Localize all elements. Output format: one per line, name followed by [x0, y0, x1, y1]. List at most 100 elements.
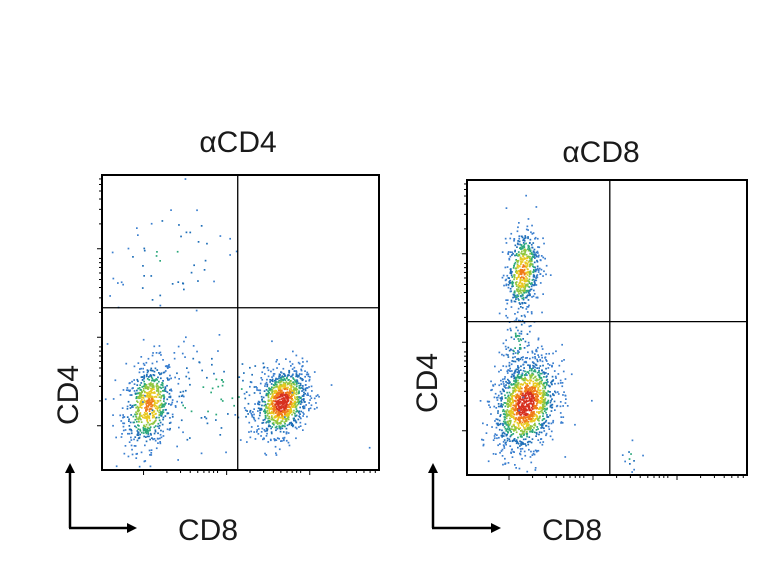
event-dot: [525, 253, 528, 256]
event-dot: [257, 410, 259, 412]
event-dot: [310, 385, 313, 388]
event-dot: [559, 412, 562, 414]
event-dot: [560, 422, 562, 424]
event-dot: [143, 275, 145, 277]
event-dot: [145, 440, 148, 443]
event-dot: [528, 291, 530, 294]
event-dot: [127, 389, 129, 392]
event-dot: [523, 246, 526, 248]
event-dot: [276, 401, 279, 404]
event-dot: [277, 399, 280, 402]
event-dot: [267, 396, 270, 399]
event-dot: [297, 418, 300, 421]
event-dot: [514, 332, 517, 335]
event-dot: [524, 285, 527, 288]
event-dot: [285, 392, 287, 394]
event-dot: [166, 398, 169, 401]
event-dot: [169, 421, 172, 424]
event-dot: [530, 397, 533, 400]
event-dot: [139, 417, 141, 420]
event-dot: [504, 422, 507, 425]
event-dot: [185, 336, 187, 339]
event-dot: [515, 404, 518, 407]
event-dot: [524, 428, 527, 431]
event-dot: [267, 425, 270, 428]
event-dot: [527, 392, 530, 394]
event-dot: [524, 454, 527, 457]
event-dot: [519, 243, 521, 246]
event-dot: [532, 295, 535, 298]
event-dot: [508, 424, 511, 426]
event-dot: [536, 274, 539, 276]
event-dot: [562, 370, 565, 373]
event-dot: [521, 409, 524, 411]
event-dot: [540, 345, 543, 348]
event-dot: [532, 271, 534, 273]
event-dot: [523, 409, 526, 412]
event-dot: [523, 292, 526, 294]
event-dot: [279, 430, 282, 433]
event-dot: [521, 235, 523, 238]
event-dot: [541, 379, 543, 381]
event-dot: [211, 387, 214, 390]
event-dot: [504, 410, 506, 413]
event-dot: [542, 422, 545, 425]
event-dot: [269, 381, 271, 383]
event-dot: [287, 396, 289, 399]
event-dot: [525, 431, 528, 433]
event-dot: [531, 425, 534, 428]
event-dot: [137, 362, 140, 364]
event-dot: [271, 426, 274, 428]
event-dot: [119, 414, 122, 417]
event-dot: [515, 406, 517, 408]
event-dot: [533, 420, 535, 422]
event-dot: [534, 237, 536, 240]
event-dot: [497, 410, 499, 412]
event-dot: [157, 390, 160, 393]
event-dot: [516, 371, 519, 373]
event-dot: [310, 404, 313, 407]
event-dot: [524, 390, 527, 393]
event-dot: [159, 373, 161, 376]
event-dot: [281, 413, 283, 416]
event-dot: [524, 249, 527, 252]
event-dot: [278, 389, 280, 392]
event-dot: [148, 383, 151, 386]
event-dot: [522, 411, 525, 414]
event-dot: [534, 387, 536, 389]
event-dot: [525, 408, 527, 410]
event-dot: [545, 372, 547, 374]
event-dot: [519, 411, 522, 414]
event-dot: [534, 282, 536, 285]
event-dot: [539, 380, 541, 383]
event-dot: [279, 416, 282, 419]
event-dot: [517, 409, 519, 412]
event-dot: [510, 363, 513, 366]
event-dot: [146, 415, 148, 418]
event-dot: [522, 239, 524, 242]
event-dot: [157, 387, 160, 390]
event-dot: [523, 253, 526, 256]
event-dot: [565, 398, 567, 400]
event-dot: [519, 386, 522, 388]
event-dot: [529, 389, 531, 391]
event-dot: [535, 279, 538, 282]
event-dot: [104, 398, 107, 401]
event-dot: [513, 451, 515, 453]
event-dot: [554, 375, 557, 378]
event-dot: [533, 253, 535, 255]
event-dot: [538, 433, 540, 436]
event-dot: [533, 431, 536, 434]
event-dot: [517, 286, 520, 289]
event-dot: [278, 398, 281, 401]
event-dot: [137, 437, 140, 440]
event-dot: [145, 417, 147, 420]
event-dot: [257, 425, 259, 427]
event-dot: [537, 418, 539, 420]
event-dot: [513, 430, 515, 432]
event-dot: [527, 246, 530, 249]
event-dot: [154, 395, 157, 398]
event-dot: [510, 383, 512, 386]
event-dot: [522, 404, 524, 407]
event-dot: [144, 444, 146, 447]
